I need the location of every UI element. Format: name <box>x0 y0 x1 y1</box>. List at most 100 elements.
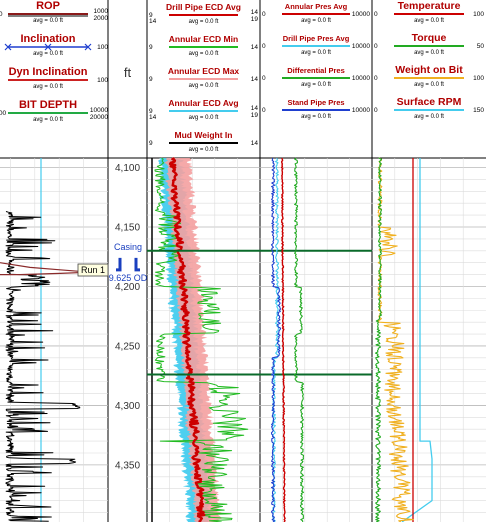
scale-left-label: 9 <box>149 76 153 83</box>
curve-title: Mud Weight In <box>175 130 233 140</box>
scale-right-label: 14 <box>251 9 259 16</box>
scale-left-label: 10000 <box>0 110 6 117</box>
curve-avg-label: avg = 0.0 ft <box>33 117 63 123</box>
curve-title: Dyn Inclination <box>9 66 88 78</box>
run-label: Run 1 <box>81 265 105 275</box>
scale-left-label: 0 <box>374 43 378 50</box>
curve-title: Surface RPM <box>397 96 462 108</box>
curve-avg-label: avg = 0.0 ft <box>301 82 331 88</box>
x-marker <box>44 43 52 51</box>
scale-left-label: 9 <box>149 12 153 19</box>
track3-curves <box>270 157 305 522</box>
curve-header-dyn-inclination: Dyn Inclination0100avg = 0.0 ft <box>8 66 108 90</box>
scale-right-label: 150 <box>473 107 484 114</box>
curve-avg-label: avg = 0.0 ft <box>301 114 331 120</box>
scale-left-label: 9 <box>149 108 153 115</box>
scale-right-label: 10000 <box>352 11 370 18</box>
scale-left-label: 9 <box>149 140 153 147</box>
curve-avg-label: avg = 0.0 ft <box>189 51 219 57</box>
curve-annular-pres-avg <box>280 157 286 522</box>
run-label-box <box>77 263 109 277</box>
curve-title: Temperature <box>398 0 461 12</box>
curve-avg-label: avg = 0.0 ft <box>33 51 63 57</box>
curve-header-stand-pipe-pres: Stand Pipe Pres 0 10000 avg = 0.0 ft <box>262 98 370 120</box>
curve-header-drill-pipe-pres-avg: Drill Pipe Pres Avg 0 10000 avg = 0.0 ft <box>262 34 370 56</box>
curve-header-bit-depth: BIT DEPTH100001000020000avg = 0.0 ft <box>0 99 108 123</box>
curve-surface-rpm <box>401 158 433 522</box>
curve-header-inclination: Inclination0100avg = 0.0 ft <box>4 33 108 57</box>
scale-left-label: 0 <box>374 107 378 114</box>
curve-avg-label: avg = 0.0 ft <box>414 114 444 120</box>
curve-rop-avg <box>0 262 91 273</box>
curve-title: Torque <box>412 32 447 44</box>
scale-left-label: 0 <box>262 75 266 82</box>
scale-right-label: 10000 <box>352 43 370 50</box>
curve-rop-avg-2 <box>0 271 91 276</box>
scale-right-label-2: 20000 <box>90 114 108 121</box>
curve-avg-label: avg = 0.0 ft <box>414 82 444 88</box>
curve-header-rop: ROP100010002000avg = 0.0 ft <box>0 0 108 24</box>
curve-avg-label: avg = 0.0 ft <box>189 115 219 121</box>
band-annular-ecd-max <box>164 158 223 522</box>
curve-header-weight-on-bit: Weight on Bit 0 100 avg = 0.0 ft <box>374 64 484 88</box>
curve-avg-label: avg = 0.0 ft <box>33 84 63 90</box>
curve-header-temperature: Temperature 0 100 avg = 0.0 ft <box>374 0 484 24</box>
curve-drill-pipe-pres-avg <box>272 157 280 522</box>
scale-right-label: 14 <box>251 76 259 83</box>
depth-tick-label: 4,200 <box>115 282 140 293</box>
scale-left-label: 0 <box>262 107 266 114</box>
curve-header-annular-ecd-max: Annular ECD Max 9 14 avg = 0.0 ft <box>149 66 258 89</box>
curve-header-differential-pres: Differential Pres 0 10000 avg = 0.0 ft <box>262 66 370 88</box>
curve-avg-label: avg = 0.0 ft <box>189 19 219 25</box>
curve-header-mud-weight-in: Mud Weight In 9 14 avg = 0.0 ft <box>149 130 258 153</box>
depth-tick-label: 4,150 <box>115 222 140 233</box>
depth-axis-label: ft <box>124 65 132 80</box>
scale-right-label-2: 2000 <box>94 15 109 22</box>
x-marker <box>4 43 12 51</box>
curve-title: Annular ECD Avg <box>168 98 238 108</box>
scale-right-label: 14 <box>251 105 259 112</box>
track2-curves <box>147 156 372 522</box>
scale-left-label: 0 <box>262 43 266 50</box>
casing-od-label: 9.625 OD <box>109 273 148 283</box>
depth-tick-label: 4,300 <box>115 401 140 412</box>
casing-shoe-icon <box>116 257 140 272</box>
scale-right-label: 1000 <box>94 8 109 15</box>
scale-right-label: 100 <box>97 77 108 84</box>
curve-avg-label: avg = 0.0 ft <box>414 50 444 56</box>
scale-right-label: 50 <box>477 43 485 50</box>
curves <box>0 156 433 522</box>
curve-weight-on-bit <box>377 157 414 522</box>
plot-area: 4,100 4,150 4,200 4,250 4,300 4,350 Run 1 Casin… <box>0 156 486 522</box>
scale-right-label: 100 <box>473 11 484 18</box>
curve-title: Weight on Bit <box>395 64 463 76</box>
depth-tick-label: 4,350 <box>115 460 140 471</box>
curve-header-torque: Torque 0 50 avg = 0.0 ft <box>374 32 484 56</box>
curve-title: Inclination <box>21 33 76 45</box>
track1-curves <box>0 158 91 522</box>
curve-title: Annular ECD Max <box>168 66 240 76</box>
curve-avg-label: avg = 0.0 ft <box>301 50 331 56</box>
curve-torque <box>374 157 383 522</box>
curve-differential-pres <box>293 157 305 522</box>
curve-title: Drill Pipe ECD Avg <box>166 2 241 12</box>
scale-left-label: 0 <box>374 75 378 82</box>
curve-drill-pipe-ecd-avg <box>168 156 206 522</box>
curve-avg-label: avg = 0.0 ft <box>189 147 219 153</box>
curve-title: ROP <box>36 0 60 12</box>
curve-avg-label: avg = 0.0 ft <box>301 18 331 24</box>
scale-left-label-2: 14 <box>149 18 157 25</box>
depth-axis: 4,100 4,150 4,200 4,250 4,300 4,350 <box>115 163 140 471</box>
curve-title: Annular Pres Avg <box>285 2 348 11</box>
scale-right-label: 14 <box>251 44 259 51</box>
scale-right-label: 100 <box>97 44 108 51</box>
curve-stand-pipe-pres <box>270 157 282 522</box>
track4-curves <box>374 157 433 522</box>
curve-rop <box>5 211 81 522</box>
scale-right-label-2: 19 <box>251 112 259 119</box>
scale-right-label-2: 19 <box>251 16 259 23</box>
curve-header-annular-ecd-min: Annular ECD Min 9 14 avg = 0.0 ft <box>149 34 258 57</box>
